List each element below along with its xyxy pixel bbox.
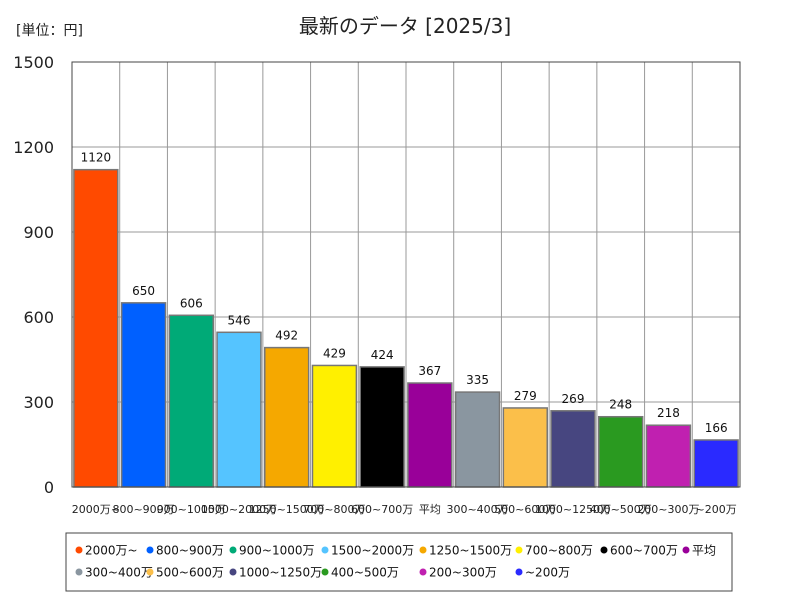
legend-box bbox=[65, 532, 733, 592]
x-tick-label: 600~700万 bbox=[351, 503, 413, 516]
data-label: 429 bbox=[323, 346, 346, 360]
legend-marker bbox=[146, 568, 154, 576]
x-tick-label: 800~900万 bbox=[112, 503, 174, 516]
bar bbox=[454, 391, 501, 488]
legend-label: 600~700万 bbox=[610, 544, 678, 558]
bar bbox=[216, 331, 262, 488]
bar bbox=[168, 314, 214, 488]
chart-title: 最新のデータ [2025/3] bbox=[299, 14, 511, 38]
bars bbox=[73, 168, 739, 488]
bar bbox=[264, 346, 310, 488]
legend-label: 900~1000万 bbox=[239, 544, 315, 558]
legend-label: 500~600万 bbox=[156, 566, 224, 580]
legend-label: 1500~2000万 bbox=[331, 544, 414, 558]
legend-marker bbox=[229, 546, 237, 554]
legend-label: 1000~1250万 bbox=[239, 566, 322, 580]
y-tick-label: 1200 bbox=[13, 138, 54, 157]
x-tick-label: 300~400万 bbox=[446, 503, 508, 516]
x-tick-label: 1500~2000万 bbox=[201, 503, 277, 516]
y-tick-label: 300 bbox=[23, 393, 54, 412]
legend-marker bbox=[515, 546, 523, 554]
unit-label: [単位：円] bbox=[16, 23, 83, 39]
legend-label: 700~800万 bbox=[525, 544, 593, 558]
legend-label: ~200万 bbox=[525, 566, 570, 580]
data-label: 650 bbox=[132, 284, 155, 298]
x-tick-label: 200~300万 bbox=[637, 503, 699, 516]
x-tick-label: 1000~1250万 bbox=[535, 503, 611, 516]
y-tick-label: 1500 bbox=[13, 53, 54, 72]
legend-label: 2000万~ bbox=[85, 544, 138, 558]
y-tick-label: 0 bbox=[44, 478, 54, 497]
legend-label: 300~400万 bbox=[85, 566, 153, 580]
legend-label: 200~300万 bbox=[429, 566, 497, 580]
legend-marker bbox=[146, 546, 154, 554]
legend-marker bbox=[600, 546, 608, 554]
data-label: 166 bbox=[705, 421, 728, 435]
data-label: 546 bbox=[228, 313, 251, 327]
x-tick-label: 1250~1500万 bbox=[249, 503, 325, 516]
legend-label: 800~900万 bbox=[156, 544, 224, 558]
x-tick-label: ~200万 bbox=[696, 503, 737, 516]
legend-label: 1250~1500万 bbox=[429, 544, 512, 558]
legend-label: 400~500万 bbox=[331, 566, 399, 580]
data-label: 1120 bbox=[81, 151, 112, 165]
bar bbox=[359, 366, 405, 488]
data-label: 279 bbox=[514, 389, 537, 403]
data-labels: 1120 650 606 546 492 429 424 367 335 279 269 248 218… bbox=[81, 151, 728, 435]
data-label: 424 bbox=[371, 348, 394, 362]
y-tick-label: 600 bbox=[23, 308, 54, 327]
data-label: 269 bbox=[562, 392, 585, 406]
y-tick-label: 900 bbox=[23, 223, 54, 242]
data-label: 492 bbox=[275, 329, 298, 343]
legend-marker bbox=[515, 568, 523, 576]
data-label: 335 bbox=[466, 373, 489, 387]
legend-marker bbox=[682, 546, 690, 554]
legend-marker bbox=[75, 546, 83, 554]
x-tick-label: 900~1000万 bbox=[157, 503, 226, 516]
x-tick-label: 700~800万 bbox=[303, 503, 365, 516]
legend-marker bbox=[321, 568, 329, 576]
bar bbox=[550, 410, 596, 488]
bar bbox=[73, 168, 119, 488]
legend-marker bbox=[75, 568, 83, 576]
x-tick-label: 400~500万 bbox=[590, 503, 652, 516]
x-tick-label: 平均 bbox=[419, 503, 441, 516]
bar bbox=[693, 439, 739, 488]
data-label: 606 bbox=[180, 296, 203, 310]
x-tick-label: 2000万~ bbox=[72, 503, 120, 516]
legend-label: 平均 bbox=[692, 544, 716, 558]
data-label: 367 bbox=[418, 364, 441, 378]
plot-area-frame bbox=[71, 61, 741, 488]
y-axis-ticks: 0 300 600 900 1200 1500 bbox=[13, 53, 54, 497]
legend-marker bbox=[321, 546, 329, 554]
legend-marker bbox=[419, 546, 427, 554]
x-axis-labels: 2000万~800~900万900~1000万1500~2000万1250~15… bbox=[72, 503, 737, 516]
bar bbox=[502, 407, 548, 488]
data-label: 248 bbox=[609, 398, 632, 412]
bar bbox=[407, 382, 453, 488]
x-tick-label: 500~600万 bbox=[494, 503, 556, 516]
bar bbox=[120, 302, 167, 488]
bar bbox=[311, 364, 358, 488]
data-label: 218 bbox=[657, 406, 680, 420]
bar bbox=[645, 424, 692, 488]
bar bbox=[598, 415, 644, 488]
legend-marker bbox=[229, 568, 237, 576]
legend: 2000万~ 800~900万 900~1000万 1500~2000万 1250~15… bbox=[65, 532, 733, 592]
legend-marker bbox=[419, 568, 427, 576]
